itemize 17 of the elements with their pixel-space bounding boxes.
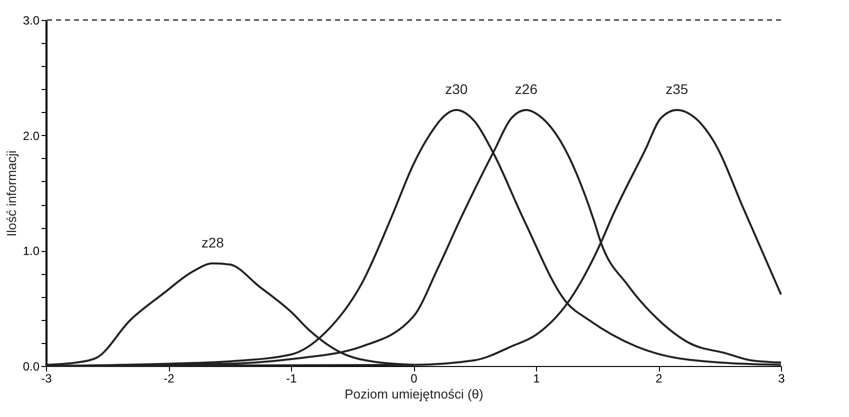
x-tick-label: -1 xyxy=(286,372,298,386)
x-tick-label: 3 xyxy=(778,372,786,386)
x-tick-label: 1 xyxy=(533,372,540,386)
series-label: z26 xyxy=(514,80,538,97)
y-tick-label: 1.0 xyxy=(22,244,40,258)
x-axis-title: Poziom umiejętności (θ) xyxy=(344,386,484,402)
series-label: z30 xyxy=(445,80,468,97)
y-tick-label: 3.0 xyxy=(22,14,40,28)
x-tick-label: 0 xyxy=(410,372,418,386)
x-tick-label: 2 xyxy=(656,372,663,386)
y-tick-label: 2.0 xyxy=(22,128,40,143)
y-axis-title: Ilość informacji xyxy=(4,150,19,236)
series-label: z35 xyxy=(666,80,688,97)
series-label: z28 xyxy=(201,234,224,250)
x-tick-label: -3 xyxy=(41,372,52,386)
y-tick-label: 0.0 xyxy=(22,360,40,374)
x-tick-label: -2 xyxy=(164,372,175,386)
